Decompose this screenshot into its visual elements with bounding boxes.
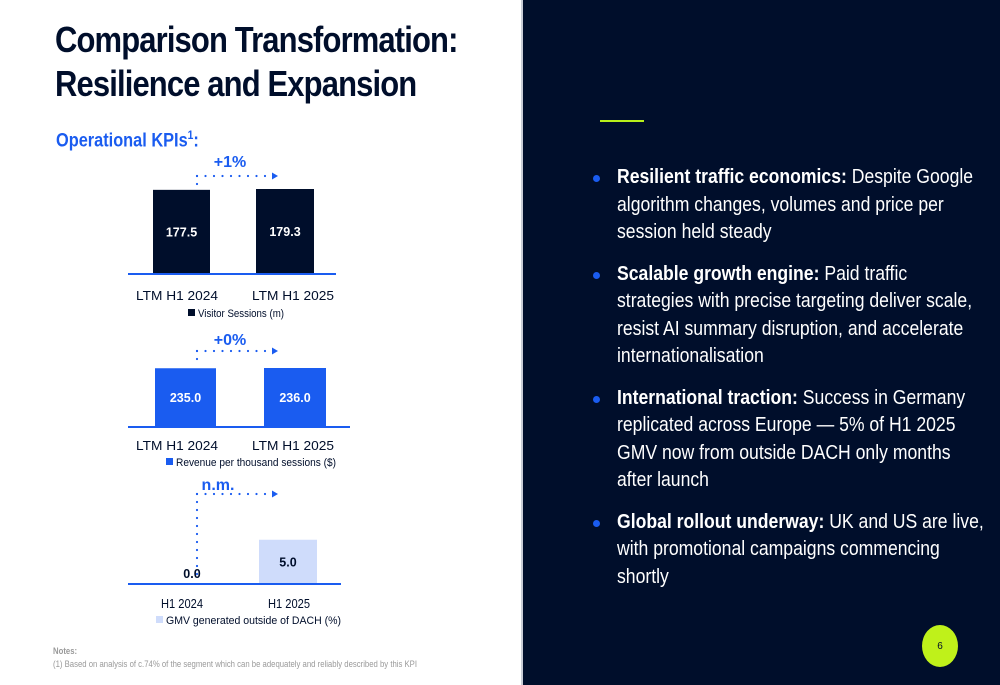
- bullet-dot-icon: [593, 519, 600, 527]
- note-line: (1) Based on analysis of c.74% of the se…: [53, 659, 417, 669]
- bar-value-label: 179.3: [269, 225, 300, 239]
- change-arrow-dot: [221, 174, 224, 178]
- bar: [264, 368, 326, 426]
- bullet-body: Despite Google algorithm changes, volume…: [617, 166, 974, 243]
- kpi-charts: 177.5 LTM H1 2024 179.3 LTM H1 2025 +1% Visit…: [128, 154, 350, 627]
- bullet-heading: Resilient traffic economics:: [617, 166, 847, 188]
- change-label: +0%: [214, 332, 246, 349]
- change-arrow-dot: [195, 492, 199, 496]
- change-arrow-dot: [195, 556, 199, 560]
- category-label: H1 2024: [161, 597, 203, 611]
- change-arrow-dot: [195, 540, 199, 544]
- bar-value-label: 236.0: [279, 391, 310, 405]
- bullet-heading: Scalable growth engine:: [617, 262, 820, 285]
- change-arrow-dot: [229, 492, 233, 496]
- legend-swatch: [188, 309, 195, 316]
- right-panel: [521, 0, 1000, 685]
- arrow-head-icon: [272, 490, 278, 498]
- category-label: H1 2025: [268, 597, 310, 611]
- change-arrow-dot: [255, 349, 258, 353]
- legend-swatch: [166, 458, 173, 465]
- bullet-item: International traction: Success in Germa…: [592, 385, 982, 495]
- legend-label: Revenue per thousand sessions ($): [176, 457, 336, 469]
- change-arrow-dot: [195, 572, 199, 576]
- kpi-subtitle-suffix: :: [193, 130, 199, 152]
- legend-label: Visitor Sessions (m): [198, 308, 284, 320]
- change-arrow-dot: [195, 516, 199, 520]
- change-arrow-dot: [195, 357, 199, 361]
- legend-swatch: [156, 616, 163, 623]
- change-arrow-dot: [263, 349, 267, 353]
- change-arrow-dot: [212, 174, 216, 178]
- change-arrow-dot: [246, 492, 250, 496]
- change-arrow-dot: [263, 174, 267, 178]
- change-arrow-dot: [246, 174, 250, 178]
- change-arrow-dot: [238, 349, 241, 353]
- bullet-body: Success in Germany replicated across Eur…: [617, 386, 966, 492]
- bullet-item: Resilient traffic economics: Despite Goo…: [592, 164, 982, 247]
- kpi-subtitle-text: Operational KPIs: [56, 130, 188, 152]
- change-arrow-dot: [229, 349, 233, 353]
- change-arrow-dot: [195, 508, 199, 512]
- change-arrow-dot: [195, 564, 199, 568]
- title-line-2: Resilience and Expansion: [55, 63, 417, 104]
- category-label: LTM H1 2025: [252, 439, 334, 453]
- bullet-item: Scalable growth engine: Paid traffic str…: [592, 261, 982, 371]
- category-label: LTM H1 2024: [136, 289, 218, 303]
- change-arrow-dot: [195, 349, 199, 353]
- page-number-badge: 6: [922, 625, 958, 667]
- change-arrow-dot: [255, 492, 258, 496]
- change-arrow-dot: [204, 174, 207, 178]
- bar: [155, 368, 216, 426]
- bullet-heading: International traction:: [617, 386, 798, 409]
- change-arrow-dot: [229, 174, 233, 178]
- legend-label: GMV generated outside of DACH (%): [166, 615, 341, 627]
- change-arrow-dot: [238, 174, 241, 178]
- accent-divider: [600, 120, 644, 122]
- change-arrow-dot: [246, 349, 250, 353]
- change-arrow-dot: [221, 349, 224, 353]
- bullet-dot-icon: [593, 395, 600, 403]
- bullet-item: Global rollout underway: UK and US are l…: [592, 509, 984, 592]
- change-arrow-dot: [212, 492, 216, 496]
- arrow-head-icon: [272, 172, 278, 180]
- change-arrow-dot: [221, 492, 224, 496]
- change-arrow-dot: [195, 532, 199, 536]
- change-arrow-dot: [195, 182, 199, 186]
- bullet-dot-icon: [593, 271, 600, 279]
- change-arrow-dot: [195, 500, 199, 504]
- arrow-head-icon: [272, 347, 278, 355]
- page-title: Comparison Transformation: Resilience an…: [55, 18, 458, 106]
- bar: [256, 189, 314, 273]
- category-label: LTM H1 2025: [252, 289, 334, 303]
- bullet-dot-icon: [593, 175, 600, 182]
- bullet-heading: Global rollout underway:: [617, 510, 825, 533]
- change-label: n.m.: [202, 477, 235, 494]
- bar-value-label: 235.0: [170, 391, 201, 405]
- bullet-body: Paid traffic strategies with precise tar…: [617, 262, 973, 368]
- change-arrow-dot: [255, 174, 258, 178]
- bar: [259, 539, 317, 583]
- change-arrow-dot: [195, 174, 199, 178]
- notes: Notes: (1) Based on analysis of c.74% of…: [53, 645, 417, 671]
- bar-value-label: 0.0: [183, 567, 200, 581]
- change-arrow-dot: [195, 548, 199, 552]
- bullet-body: UK and US are live, with promotional cam…: [617, 510, 984, 588]
- change-label: +1%: [214, 154, 246, 171]
- change-arrow-dot: [195, 524, 199, 528]
- bar-value-label: 5.0: [279, 555, 296, 569]
- bullet-list: Resilient traffic economics: Despite Goo…: [592, 164, 984, 605]
- footnote-marker: 1: [187, 128, 194, 142]
- change-arrow-dot: [212, 349, 216, 353]
- category-label: LTM H1 2024: [136, 439, 218, 453]
- title-line-1: Comparison Transformation:: [55, 19, 458, 60]
- kpi-subtitle: Operational KPIs1:: [56, 128, 199, 152]
- change-arrow-dot: [263, 492, 267, 496]
- change-arrow-dot: [204, 492, 207, 496]
- change-arrow-dot: [204, 349, 207, 353]
- bar-value-label: 177.5: [166, 225, 197, 239]
- bar: [153, 189, 210, 273]
- change-arrow-dot: [238, 492, 241, 496]
- notes-heading: Notes:: [53, 646, 78, 656]
